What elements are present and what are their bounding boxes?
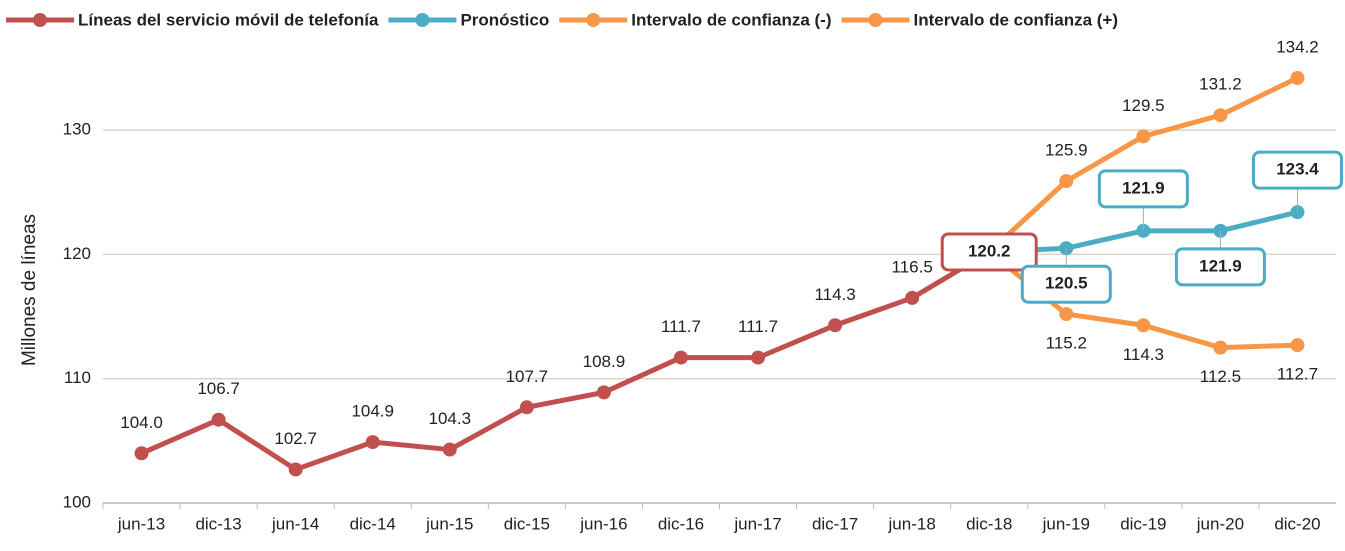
legend-item: Pronóstico bbox=[388, 10, 549, 29]
label-box bbox=[940, 232, 1038, 272]
legend-label: Pronóstico bbox=[460, 10, 549, 29]
x-tick-label: dic-19 bbox=[1120, 514, 1166, 533]
legend-item: Intervalo de confianza (+) bbox=[841, 10, 1119, 29]
legend-label: Intervalo de confianza (+) bbox=[914, 10, 1119, 29]
point bbox=[1136, 318, 1151, 333]
legend-marker bbox=[33, 13, 47, 27]
point bbox=[365, 435, 380, 450]
label-box bbox=[1251, 150, 1343, 190]
legend-marker bbox=[586, 13, 601, 27]
point bbox=[1059, 307, 1074, 322]
x-tick-label: dic-20 bbox=[1274, 514, 1320, 533]
x-tick-label: jun-16 bbox=[579, 514, 627, 533]
point bbox=[1290, 70, 1305, 85]
data-label: 120.5 bbox=[1045, 274, 1088, 293]
label-box bbox=[1020, 264, 1112, 304]
x-tick-label: jun-19 bbox=[1042, 514, 1090, 533]
point bbox=[134, 446, 149, 461]
data-label: 134.2 bbox=[1276, 37, 1319, 56]
y-axis-label: Millones de líneas bbox=[19, 214, 40, 366]
y-tick-label: 130 bbox=[63, 120, 91, 139]
y-tick-label: 120 bbox=[63, 244, 91, 263]
x-tick-label: jun-14 bbox=[271, 514, 319, 533]
x-tick-label: jun-13 bbox=[117, 514, 165, 533]
point bbox=[1059, 174, 1074, 189]
x-tick-label: jun-15 bbox=[425, 514, 473, 533]
x-tick-label: jun-20 bbox=[1196, 514, 1244, 533]
x-tick-label: jun-17 bbox=[733, 514, 781, 533]
point bbox=[596, 385, 611, 400]
x-tick-label: dic-13 bbox=[195, 514, 241, 533]
data-label: 106.7 bbox=[197, 379, 240, 398]
legend-item: Intervalo de confianza (-) bbox=[559, 10, 832, 29]
data-label: 104.9 bbox=[351, 402, 394, 421]
point bbox=[1213, 108, 1228, 123]
label-box bbox=[1097, 169, 1189, 209]
x-tick-label: dic-15 bbox=[504, 514, 550, 533]
data-label: 125.9 bbox=[1045, 141, 1088, 160]
y-tick-label: 110 bbox=[64, 368, 91, 387]
x-tick-label: dic-14 bbox=[350, 514, 396, 533]
data-label: 114.3 bbox=[1123, 345, 1164, 364]
point bbox=[1213, 340, 1228, 355]
point bbox=[905, 290, 920, 305]
y-tick-label: 100 bbox=[63, 492, 91, 511]
data-label: 131.2 bbox=[1199, 75, 1242, 94]
series-line bbox=[140, 249, 991, 472]
point bbox=[751, 350, 766, 365]
point bbox=[288, 462, 303, 477]
point bbox=[1290, 338, 1305, 353]
legend-marker bbox=[868, 13, 883, 27]
x-tick-label: dic-16 bbox=[658, 514, 704, 533]
data-label: 107.7 bbox=[506, 367, 549, 386]
x-tick-label: dic-18 bbox=[966, 514, 1012, 533]
point bbox=[828, 318, 843, 333]
data-label: 115.2 bbox=[1046, 334, 1087, 353]
data-label: 112.7 bbox=[1277, 365, 1318, 384]
data-label: 123.4 bbox=[1276, 160, 1319, 179]
data-label: 120.2 bbox=[968, 241, 1011, 260]
point bbox=[442, 442, 457, 457]
data-label: 104.3 bbox=[429, 409, 472, 428]
data-label: 112.5 bbox=[1200, 367, 1241, 386]
point bbox=[1136, 129, 1151, 144]
legend-item: Líneas del servicio móvil de telefonía bbox=[6, 10, 379, 29]
data-label: 116.5 bbox=[892, 257, 933, 276]
x-tick-label: dic-17 bbox=[812, 514, 858, 533]
data-label: 121.9 bbox=[1199, 256, 1242, 275]
point bbox=[211, 412, 226, 427]
data-label: 108.9 bbox=[583, 352, 626, 371]
data-label: 111.7 bbox=[738, 317, 778, 336]
point bbox=[673, 350, 688, 365]
data-label: 104.0 bbox=[120, 413, 163, 432]
point bbox=[519, 400, 534, 415]
data-label: 111.7 bbox=[661, 317, 701, 336]
legend-label: Intervalo de confianza (-) bbox=[631, 10, 831, 29]
data-label: 114.3 bbox=[814, 285, 855, 304]
data-label: 121.9 bbox=[1122, 178, 1165, 197]
legend-marker bbox=[415, 13, 430, 27]
x-tick-label: jun-18 bbox=[888, 514, 936, 533]
data-label: 102.7 bbox=[274, 429, 317, 448]
label-box bbox=[1174, 247, 1266, 287]
data-label: 129.5 bbox=[1122, 96, 1165, 115]
legend-label: Líneas del servicio móvil de telefonía bbox=[78, 10, 379, 29]
